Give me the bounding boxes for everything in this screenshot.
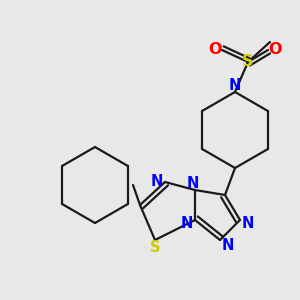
Text: N: N (229, 79, 241, 94)
Text: N: N (242, 215, 254, 230)
Text: O: O (208, 43, 222, 58)
Text: N: N (187, 176, 199, 191)
Text: O: O (268, 43, 282, 58)
Text: N: N (151, 175, 163, 190)
Text: N: N (181, 215, 193, 230)
Text: S: S (242, 55, 254, 70)
Text: N: N (222, 238, 234, 253)
Text: S: S (150, 241, 160, 256)
